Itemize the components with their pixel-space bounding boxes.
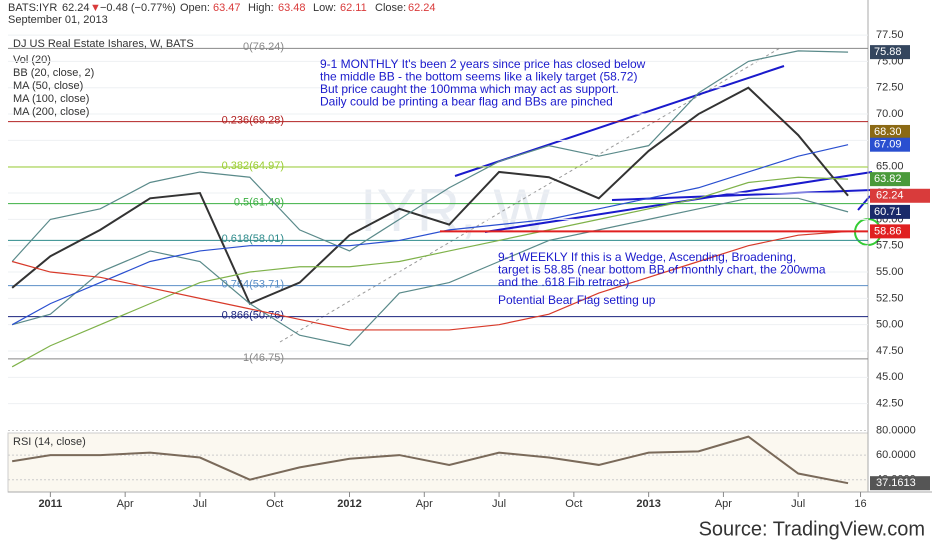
price-tag bbox=[870, 137, 910, 152]
x-tick-label: 16 bbox=[854, 498, 866, 510]
price-tag-label: 68.30 bbox=[874, 126, 902, 138]
fib-label: 0.382(64.97) bbox=[222, 160, 284, 172]
price-tag bbox=[870, 45, 910, 60]
annotation: the middle BB - the bottom seems like a … bbox=[320, 70, 637, 84]
legend-volume: Vol (20) bbox=[13, 54, 51, 66]
x-tick-label: Apr bbox=[117, 498, 134, 510]
last: 62.24 bbox=[62, 2, 90, 14]
legend-entry: MA (200, close) bbox=[13, 106, 89, 118]
close: 62.24 bbox=[408, 2, 436, 14]
annotation: 9-1 WEEKLY If this is a Wedge, Ascending… bbox=[498, 250, 796, 264]
series-line bbox=[11, 176, 849, 368]
watermark: IYR, W bbox=[360, 177, 550, 244]
y-tick-label: 70.00 bbox=[876, 108, 904, 120]
price-tag-label: 75.88 bbox=[874, 46, 902, 58]
series-line bbox=[11, 435, 849, 485]
x-tick-label: 2011 bbox=[38, 498, 62, 510]
annotation: But price caught the 100mma which may ac… bbox=[320, 82, 619, 96]
last-price-tag bbox=[870, 476, 930, 491]
low: 62.11 bbox=[340, 2, 367, 14]
x-tick-label: 2012 bbox=[337, 498, 361, 510]
y-tick-label: 57.50 bbox=[876, 240, 904, 252]
price-tag-label: 58.86 bbox=[874, 225, 902, 237]
y-tick-label: 60.0000 bbox=[876, 449, 916, 461]
close-label: Close: bbox=[375, 2, 406, 14]
high-label: High: bbox=[248, 2, 274, 14]
x-tick-label: Apr bbox=[416, 498, 433, 510]
y-tick-label: 42.50 bbox=[876, 398, 904, 410]
y-tick-label: 47.50 bbox=[876, 345, 904, 357]
last-price-label: 37.1613 bbox=[876, 477, 916, 489]
fib-label: 0.618(58.01) bbox=[222, 233, 284, 245]
price-tag-label: 63.82 bbox=[874, 173, 902, 185]
fib-label: 0(76.24) bbox=[243, 41, 284, 53]
last-price-label: 62.24 bbox=[876, 190, 904, 202]
price-tag bbox=[870, 124, 910, 139]
series-line bbox=[11, 50, 849, 262]
series-line bbox=[11, 144, 849, 326]
low-label: Low: bbox=[313, 2, 336, 14]
annotation: and the .618 Fib retrace) bbox=[498, 275, 629, 289]
price-tag bbox=[870, 224, 910, 239]
annotation: target is 58.85 (near bottom BB of month… bbox=[498, 263, 826, 277]
legend-entry: RSI (14, close) bbox=[13, 436, 86, 448]
y-tick-label: 50.00 bbox=[876, 319, 904, 331]
x-tick-label: 2013 bbox=[636, 498, 660, 510]
y-tick-label: 72.50 bbox=[876, 82, 904, 94]
x-tick-label: Oct bbox=[565, 498, 582, 510]
x-tick-label: Jul bbox=[791, 498, 805, 510]
high: 63.48 bbox=[278, 2, 306, 14]
y-tick-label: 80.0000 bbox=[876, 424, 916, 436]
legend-entry: BB (20, close, 2) bbox=[13, 67, 94, 79]
x-tick-label: Oct bbox=[266, 498, 283, 510]
series-lower-line bbox=[11, 197, 849, 347]
y-tick-label: 45.00 bbox=[876, 371, 904, 383]
open-label: Open: bbox=[180, 2, 210, 14]
last-price-tag bbox=[870, 188, 930, 203]
fib-label: 0.764(53.71) bbox=[222, 279, 284, 291]
price-tag bbox=[870, 172, 910, 187]
y-tick-label: 52.50 bbox=[876, 292, 904, 304]
change-arrow: ▼ bbox=[90, 2, 101, 14]
y-tick-label: 77.50 bbox=[876, 29, 904, 41]
x-tick-label: Jul bbox=[492, 498, 506, 510]
price-tag-label: 60.71 bbox=[874, 206, 902, 218]
series-line bbox=[11, 86, 849, 305]
fib-label: 0.236(69.28) bbox=[222, 115, 284, 127]
x-tick-label: Apr bbox=[715, 498, 732, 510]
price-tag-label: 67.09 bbox=[874, 139, 902, 151]
legend-entry: MA (50, close) bbox=[13, 80, 83, 92]
source: Source: TradingView.com bbox=[699, 518, 925, 540]
symbol: BATS:IYR bbox=[8, 2, 57, 14]
fib-label: 1(46.75) bbox=[243, 352, 284, 364]
y-tick-label: 55.00 bbox=[876, 266, 904, 278]
fib-trend bbox=[279, 47, 781, 343]
chart-title: DJ US Real Estate Ishares, W, BATS bbox=[13, 38, 194, 50]
x-tick-label: Jul bbox=[193, 498, 207, 510]
price-tag bbox=[870, 204, 910, 219]
legend-entry: MA (100, close) bbox=[13, 93, 89, 105]
change: −0.48 (−0.77%) bbox=[100, 2, 176, 14]
annotation: Daily could be printing a bear flag and … bbox=[320, 95, 613, 109]
fib-label: 0.5(61.49) bbox=[234, 197, 284, 209]
date: September 01, 2013 bbox=[8, 14, 108, 26]
trend-line bbox=[611, 189, 873, 201]
annotation: 9-1 MONTHLY It's been 2 years since pric… bbox=[320, 57, 646, 71]
open: 63.47 bbox=[213, 2, 241, 14]
y-tick-label: 65.00 bbox=[876, 161, 904, 173]
series-line bbox=[11, 230, 849, 331]
annotation: Potential Bear Flag setting up bbox=[498, 293, 656, 307]
